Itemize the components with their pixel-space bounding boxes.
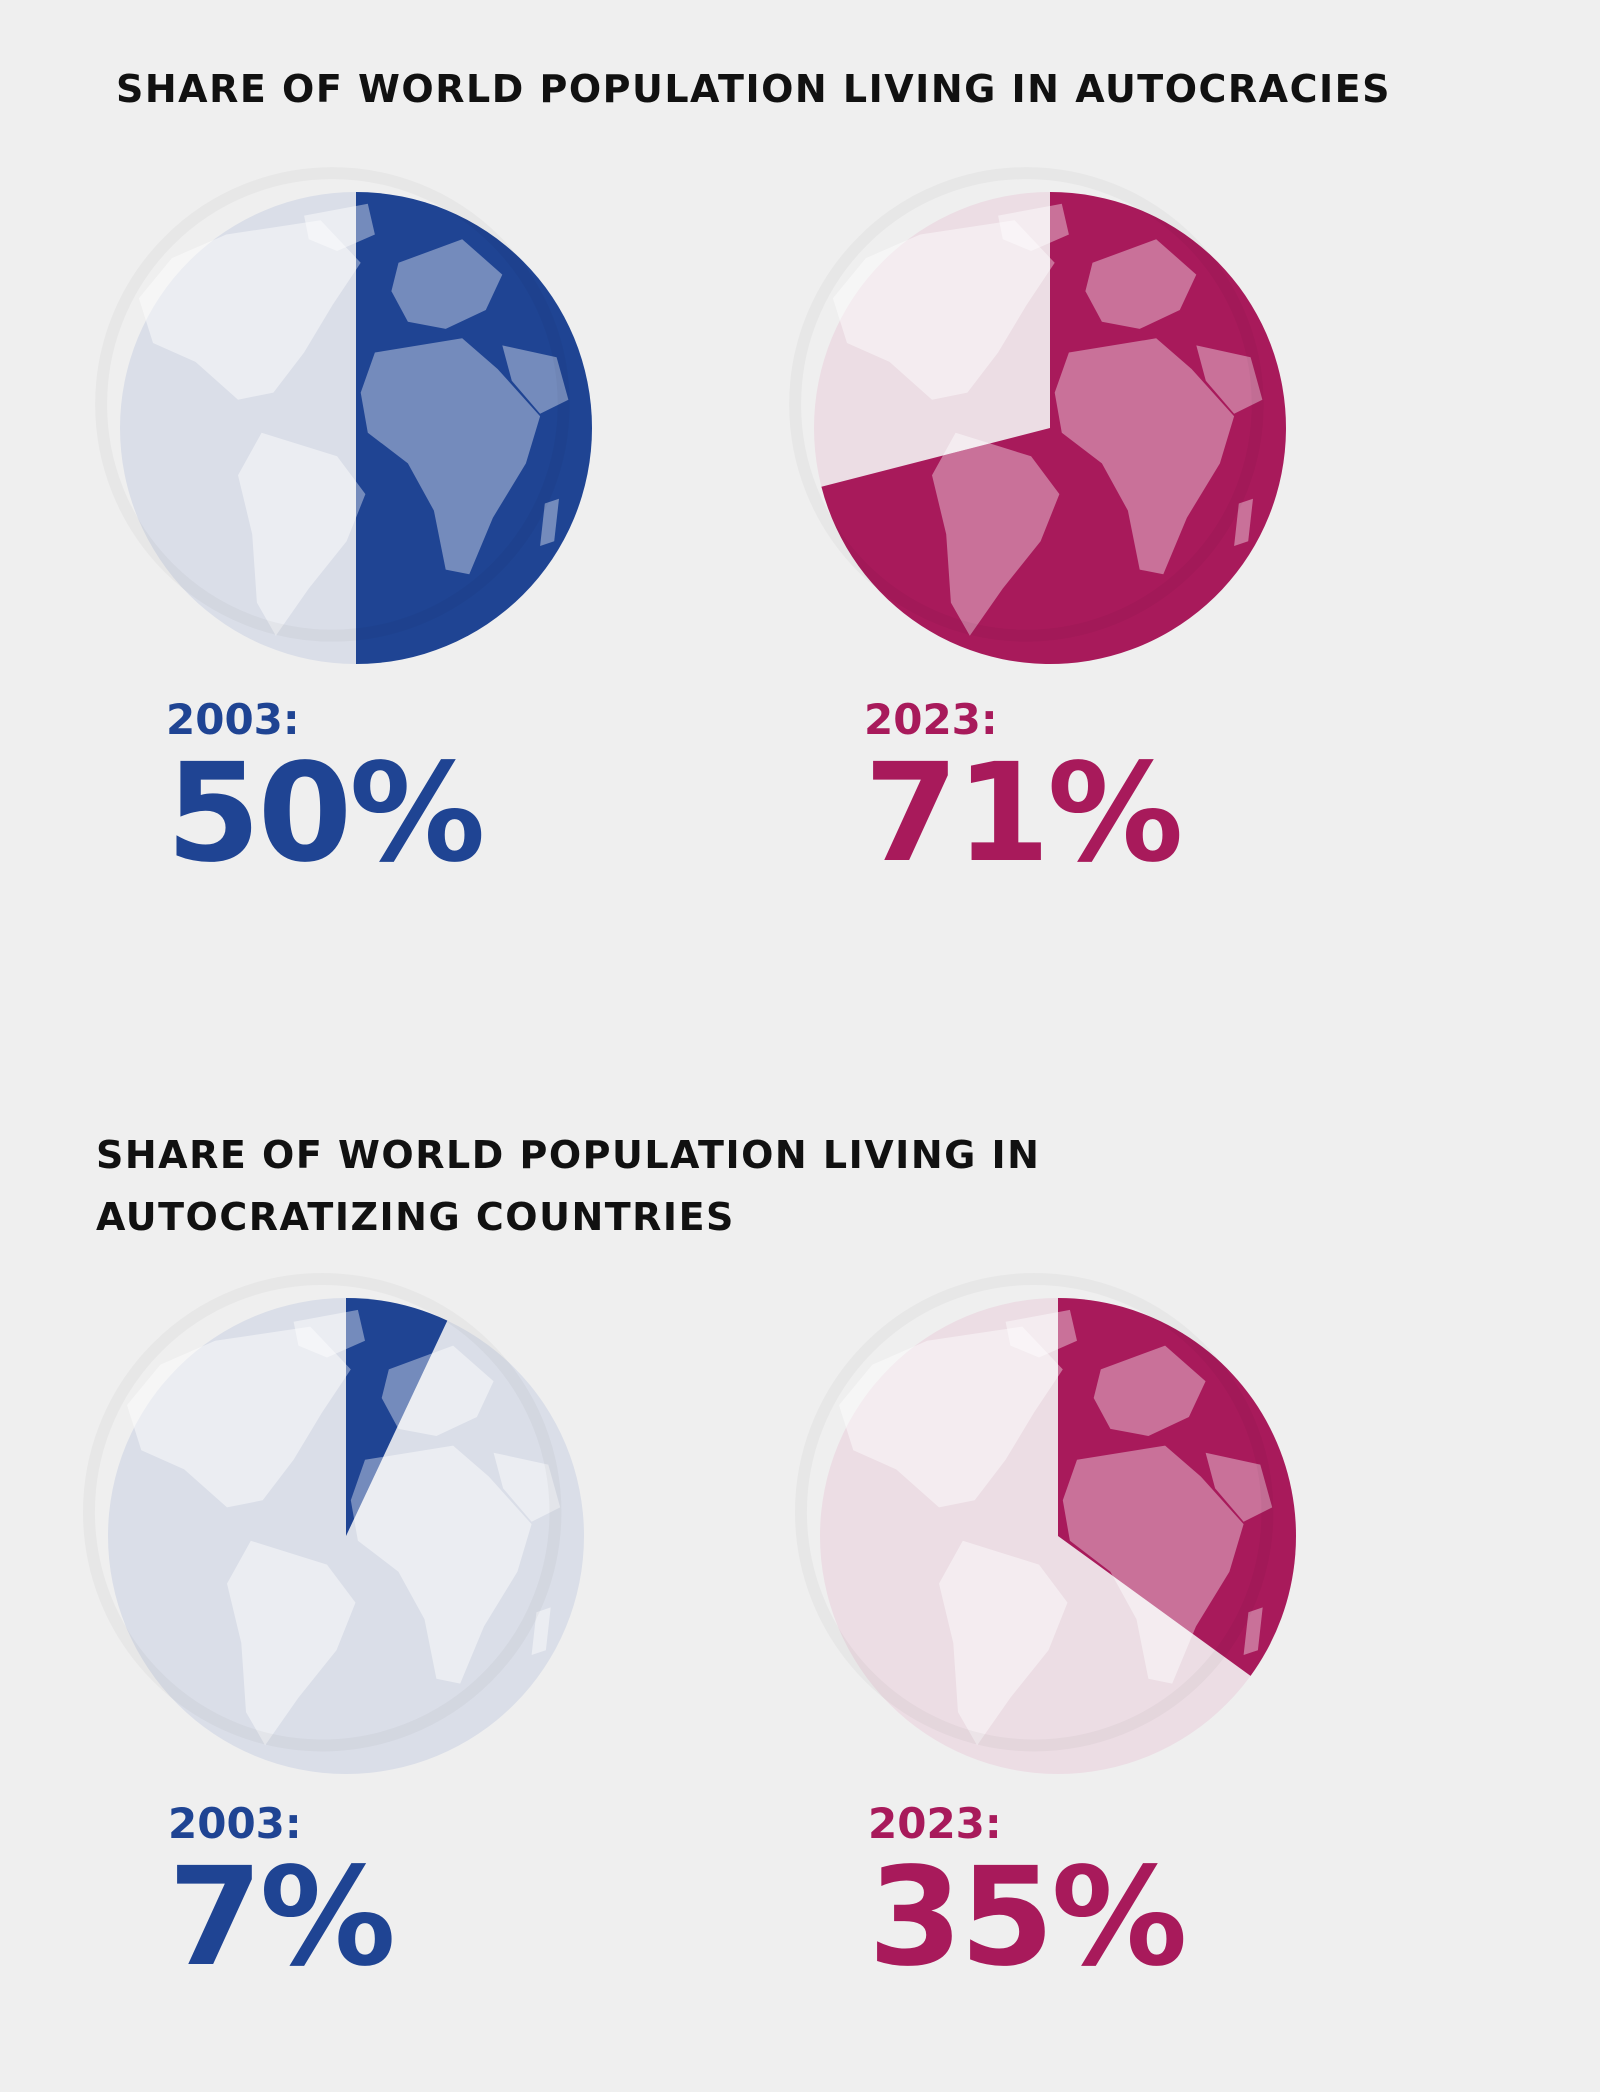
continent-greenland xyxy=(346,1309,365,1358)
continent-greenland xyxy=(1058,1309,1077,1358)
continent-africa xyxy=(1054,338,1235,575)
continent-arabia xyxy=(1205,1452,1273,1522)
continent-north-america xyxy=(839,1326,1063,1508)
continent-arabia xyxy=(1196,345,1263,414)
section-title-autocracies: SHARE OF WORLD POPULATION LIVING IN AUTO… xyxy=(116,67,1391,111)
continent-europe xyxy=(1093,1345,1206,1436)
continent-africa xyxy=(360,338,541,575)
globe-pie-autocracies-2003 xyxy=(120,192,592,664)
continent-arabia xyxy=(502,345,569,414)
pie-slice xyxy=(356,192,592,664)
percent-label: 50% xyxy=(166,735,486,893)
year-label: 2003: xyxy=(166,695,300,744)
continent-madagascar xyxy=(540,498,559,546)
continent-south-america xyxy=(238,432,366,636)
continent-africa xyxy=(350,1445,532,1684)
continent-europe xyxy=(391,239,503,329)
percent-label: 71% xyxy=(864,735,1184,893)
value-block-autocratizing-2003: 2003: 7% xyxy=(168,1799,396,1997)
continent-south-america xyxy=(932,432,1060,636)
globe-continents-faint xyxy=(127,1309,561,1746)
value-block-autocratizing-2023: 2023: 35% xyxy=(868,1799,1188,1997)
pie-slice xyxy=(346,1298,448,1536)
pie-slice xyxy=(821,192,1286,665)
value-block-autocracies-2023: 2023: 71% xyxy=(864,695,1184,893)
globe-pie-autocratizing-2003 xyxy=(108,1298,584,1774)
continent-europe xyxy=(1085,239,1197,329)
globe-continents-slice xyxy=(356,203,569,636)
continent-africa xyxy=(1062,1445,1244,1676)
percent-label: 7% xyxy=(168,1839,396,1997)
section-title-autocratizing: SHARE OF WORLD POPULATION LIVING IN AUTO… xyxy=(96,1133,1041,1239)
continent-north-america xyxy=(138,220,361,400)
continent-greenland xyxy=(356,203,375,251)
globe-pie-autocracies-2023 xyxy=(814,192,1286,665)
continent-madagascar xyxy=(531,1607,551,1655)
percent-label: 35% xyxy=(868,1839,1188,1997)
continent-madagascar xyxy=(1243,1607,1263,1655)
continent-south-america xyxy=(227,1540,356,1746)
value-block-autocracies-2003: 2003: 50% xyxy=(166,695,486,893)
year-label: 2003: xyxy=(168,1799,302,1848)
pie-slice xyxy=(1058,1298,1297,1676)
year-label: 2023: xyxy=(868,1799,1002,1848)
continent-north-america xyxy=(832,220,1055,400)
continent-south-america xyxy=(939,1540,1068,1746)
continent-madagascar xyxy=(1234,498,1253,546)
globe-pie-autocratizing-2023 xyxy=(820,1298,1297,1774)
year-label: 2023: xyxy=(864,695,998,744)
continent-north-america xyxy=(127,1326,351,1508)
globe-continents-slice xyxy=(1058,1309,1273,1676)
continent-arabia xyxy=(493,1452,561,1522)
